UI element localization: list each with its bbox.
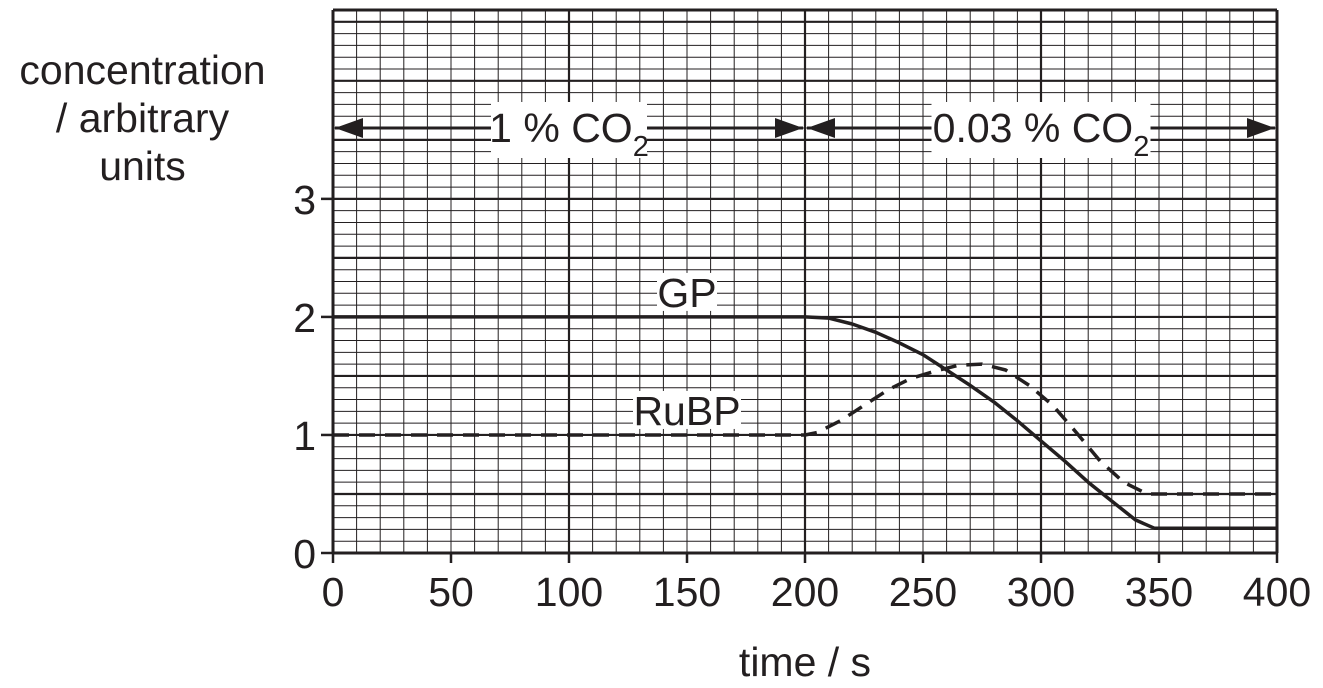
co2-regions: 1 % CO2 0.03 % CO2 (335, 102, 1275, 163)
series-label-bg (657, 272, 717, 311)
y-axis-label-line-2: / arbitrary (55, 95, 230, 141)
series-line-gp (333, 315, 1277, 530)
x-tick-label: 50 (428, 569, 474, 615)
series-label-bg (633, 390, 741, 429)
series-labels: GP RuBP (633, 270, 741, 434)
x-tick-label: 350 (1125, 569, 1193, 615)
x-axis-label: time / s (739, 639, 871, 685)
region-arrow-head-left (807, 118, 835, 138)
series-label-rubp: RuBP (633, 388, 740, 434)
region-label-bg (931, 102, 1151, 158)
x-tick-label: 150 (653, 569, 721, 615)
series-line-rubp (333, 362, 1277, 496)
x-tick-label: 300 (1007, 569, 1075, 615)
grid (331, 8, 1279, 555)
region-arrow-head-left (335, 118, 363, 138)
axis-ticks: 0 50 100 150 200 250 300 350 400 0 1 2 3 (293, 177, 1311, 615)
region-label-bg (491, 102, 647, 158)
region-arrow-head-right (775, 118, 803, 138)
x-tick-label: 200 (771, 569, 839, 615)
region-label-subscript: 2 (1133, 131, 1149, 163)
y-tick-label: 0 (293, 531, 316, 577)
x-tick-label: 400 (1243, 569, 1311, 615)
y-tick-label: 2 (293, 295, 316, 341)
x-tick-label: 100 (535, 569, 603, 615)
x-tick-label: 250 (889, 569, 957, 615)
series-lines (333, 315, 1277, 530)
y-axis-label-line-1: concentration (19, 47, 266, 93)
y-axis-label-line-3: units (99, 143, 186, 189)
y-tick-label: 1 (293, 413, 316, 459)
series-label-gp: GP (657, 270, 716, 316)
y-tick-label: 3 (293, 177, 316, 223)
x-tick-label: 0 (322, 569, 345, 615)
region-label-subscript: 2 (633, 131, 649, 163)
region-arrow-head-right (1247, 118, 1275, 138)
